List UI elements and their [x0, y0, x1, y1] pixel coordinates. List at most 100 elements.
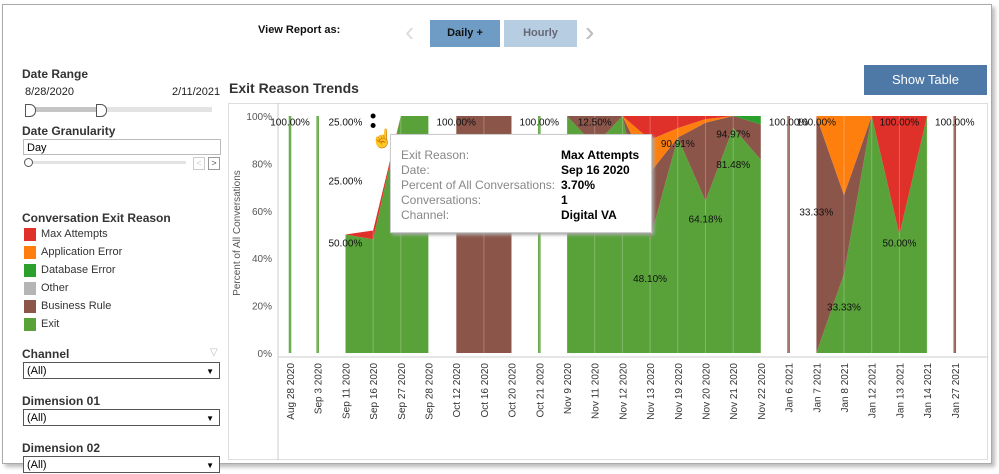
legend-label: Application Error [41, 246, 123, 258]
data-label: 90.91% [661, 139, 695, 150]
channel-label: Channel [22, 347, 70, 361]
dashboard-frame [2, 4, 992, 464]
legend-label: Business Rule [41, 300, 112, 312]
tooltip-value: Digital VA [561, 208, 617, 222]
hover-point [370, 122, 376, 128]
date-range-slider[interactable] [27, 107, 212, 112]
area-mark-max-attempts[interactable] [816, 116, 928, 235]
date-range-label: Date Range [22, 67, 89, 81]
area-mark-business-rule[interactable] [567, 116, 761, 240]
legend-item-exit[interactable]: Exit [24, 317, 59, 331]
dimension-02-label: Dimension 02 [22, 441, 101, 455]
show-table-button[interactable]: Show Table [864, 65, 987, 95]
y-axis-label: Percent of All Conversations [232, 170, 243, 296]
date-range-end-handle[interactable] [96, 104, 107, 117]
legend-swatch [24, 263, 36, 277]
x-tick-label: Nov 19 2020 [674, 363, 685, 420]
legend-label: Database Error [41, 264, 116, 276]
tooltip-value: Sep 16 2020 [561, 163, 630, 177]
y-tick-label: 40% [252, 254, 272, 265]
data-label: 33.33% [827, 302, 861, 313]
tooltip-value: 3.70% [561, 178, 596, 192]
chart-title: Exit Reason Trends [229, 80, 359, 96]
data-label: 50.00% [328, 238, 362, 249]
legend-label: Other [41, 282, 69, 294]
data-label: 12.50% [578, 117, 612, 128]
filter-icon[interactable]: ▽ [210, 347, 218, 358]
legend-swatch [24, 317, 36, 331]
granularity-prev-button[interactable]: < [193, 157, 205, 170]
granularity-handle[interactable] [24, 158, 33, 167]
granularity-next-button[interactable]: > [208, 157, 220, 170]
area-mark-application-error[interactable] [816, 116, 928, 235]
x-tick-label: Nov 12 2020 [618, 363, 629, 420]
data-label: 100.00% [436, 117, 476, 128]
area-mark-business-rule[interactable] [816, 116, 928, 353]
x-tick-label: Jan 8 2021 [840, 363, 851, 413]
legend-item-application-error[interactable]: Application Error [24, 245, 122, 259]
x-tick-label: Jan 12 2021 [868, 363, 879, 418]
dimension-01-dropdown[interactable]: (All) ▼ [23, 409, 220, 426]
tooltip-value: Max Attempts [561, 148, 640, 162]
chevron-left-icon[interactable]: ‹ [405, 16, 415, 47]
legend-item-business-rule[interactable]: Business Rule [24, 299, 111, 313]
data-label: 25.00% [328, 177, 362, 188]
dropdown-arrow-icon: ▼ [206, 414, 214, 423]
x-tick-label: Nov 20 2020 [702, 363, 713, 420]
date-range-start-handle[interactable] [25, 104, 36, 117]
x-tick-label: Jan 7 2021 [812, 363, 823, 413]
x-tick-label: Jan 13 2021 [895, 363, 906, 418]
channel-dropdown[interactable]: (All) ▼ [23, 362, 220, 379]
tooltip-key: Date: [401, 163, 430, 177]
x-tick-label: Aug 28 2020 [286, 363, 297, 420]
x-tick-label: Sep 3 2020 [314, 363, 325, 415]
x-tick-label: Nov 13 2020 [646, 363, 657, 420]
x-tick-label: Jan 6 2021 [785, 363, 796, 413]
date-range-selected [30, 107, 100, 112]
legend-item-other[interactable]: Other [24, 281, 69, 295]
dropdown-arrow-icon: ▼ [206, 367, 214, 376]
data-label: 25.00% [328, 117, 362, 128]
area-mark-exit[interactable] [816, 116, 928, 353]
legend-label: Max Attempts [41, 228, 108, 240]
data-label: 81.48% [716, 160, 750, 171]
daily-button[interactable]: Daily + [430, 20, 500, 47]
x-tick-label: Nov 22 2020 [757, 363, 768, 420]
area-mark-max-attempts[interactable] [567, 116, 761, 140]
data-label: 48.10% [633, 274, 667, 285]
data-label: 50.00% [882, 238, 916, 249]
data-label: 100.00% [270, 117, 310, 128]
granularity-slider[interactable] [27, 161, 186, 164]
x-tick-label: Sep 28 2020 [425, 363, 436, 420]
y-tick-label: 20% [252, 302, 272, 313]
data-label: 33.33% [799, 208, 833, 219]
channel-value: (All) [27, 365, 47, 377]
tooltip-value: 1 [561, 193, 568, 207]
x-tick-label: Nov 11 2020 [591, 363, 602, 419]
tooltip: Exit Reason: Max Attempts Date: Sep 16 2020… [390, 134, 652, 233]
y-tick-label: 100% [246, 112, 272, 123]
x-tick-label: Oct 16 2020 [480, 363, 491, 418]
y-tick-label: 60% [252, 207, 272, 218]
hand-cursor-icon: ☝ [371, 127, 393, 149]
hourly-button[interactable]: Hourly [504, 20, 577, 47]
view-report-label: View Report as: [258, 24, 341, 36]
x-tick-label: Jan 14 2021 [923, 363, 934, 418]
granularity-field[interactable]: Day [23, 139, 221, 155]
area-mark-application-error[interactable] [567, 116, 761, 173]
chevron-right-icon[interactable]: › [585, 16, 595, 47]
hover-point [370, 113, 376, 119]
dimension-02-dropdown[interactable]: (All) ▼ [23, 456, 220, 473]
date-range-end: 2/11/2021 [172, 86, 221, 98]
legend-item-database-error[interactable]: Database Error [24, 263, 116, 277]
x-tick-label: Oct 21 2020 [535, 363, 546, 418]
data-label: 100.00% [797, 117, 837, 128]
data-label: 64.18% [689, 215, 723, 226]
dimension-02-value: (All) [27, 459, 47, 471]
dropdown-arrow-icon: ▼ [206, 461, 214, 470]
tooltip-key: Channel: [401, 208, 450, 222]
legend-item-max-attempts[interactable]: Max Attempts [24, 227, 108, 241]
legend-swatch [24, 227, 36, 241]
chart-border [228, 103, 988, 460]
tooltip-key: Percent of All Conversations: [401, 178, 556, 192]
